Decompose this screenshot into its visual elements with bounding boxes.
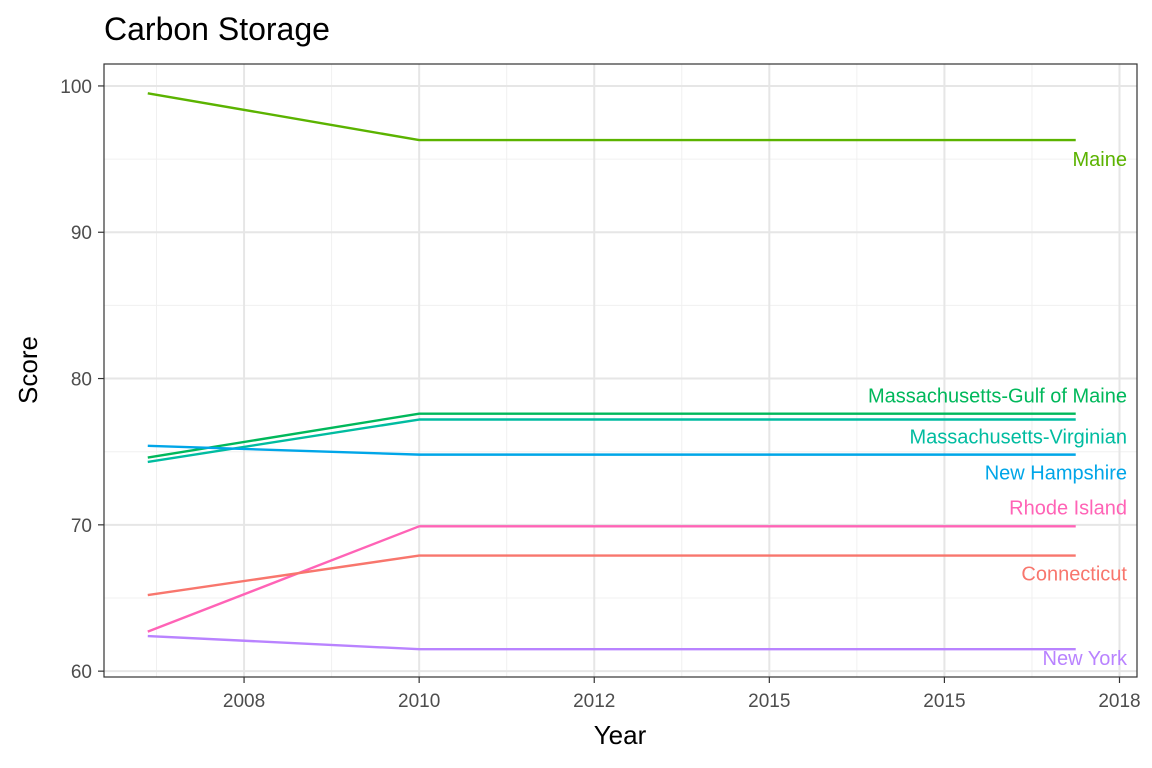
series-label-massachusetts-gulf-of-maine: Massachusetts-Gulf of Maine — [868, 386, 1127, 408]
series-labels: Maine Massachusetts-Gulf of Maine Massachu… — [868, 149, 1128, 670]
series-label-maine: Maine — [1073, 149, 1127, 171]
y-tick-label: 70 — [71, 516, 92, 537]
x-axis-title: Year — [594, 720, 647, 750]
series-label-rhode-island: Rhode Island — [1009, 497, 1127, 519]
series-line-new-york — [147, 634, 1076, 651]
chart-title: Carbon Storage — [104, 11, 330, 47]
series-label-massachusetts-virginian: Massachusetts-Virginian — [909, 427, 1127, 449]
series-line-rhode-island — [147, 525, 1076, 633]
y-axis-ticks: 60 70 80 90 100 — [60, 77, 104, 683]
series-line-connecticut — [147, 554, 1076, 597]
x-tick-label: 2008 — [223, 691, 265, 712]
series-label-connecticut: Connecticut — [1021, 564, 1127, 586]
x-axis-ticks: 2008 2010 2012 2015 2015 2018 — [223, 677, 1141, 712]
y-tick-label: 80 — [71, 370, 92, 391]
series-line-new-hampshire — [147, 444, 1076, 456]
series-label-new-hampshire: New Hampshire — [985, 463, 1127, 485]
series-line-massachusetts-gulf-of-maine — [147, 412, 1076, 459]
x-tick-label: 2015 — [748, 691, 790, 712]
x-tick-label: 2015 — [923, 691, 965, 712]
x-tick-label: 2018 — [1098, 691, 1140, 712]
x-tick-label: 2010 — [398, 691, 440, 712]
y-tick-label: 60 — [71, 662, 92, 683]
grid-lines — [104, 64, 1137, 677]
x-tick-label: 2012 — [573, 691, 615, 712]
series-line-maine — [147, 92, 1076, 142]
y-axis-title: Score — [13, 336, 43, 404]
plot-panel-border — [103, 63, 1138, 678]
series-label-new-york: New York — [1043, 648, 1128, 670]
y-tick-label: 90 — [71, 223, 92, 244]
y-tick-label: 100 — [60, 77, 92, 98]
series-lines — [147, 92, 1076, 651]
